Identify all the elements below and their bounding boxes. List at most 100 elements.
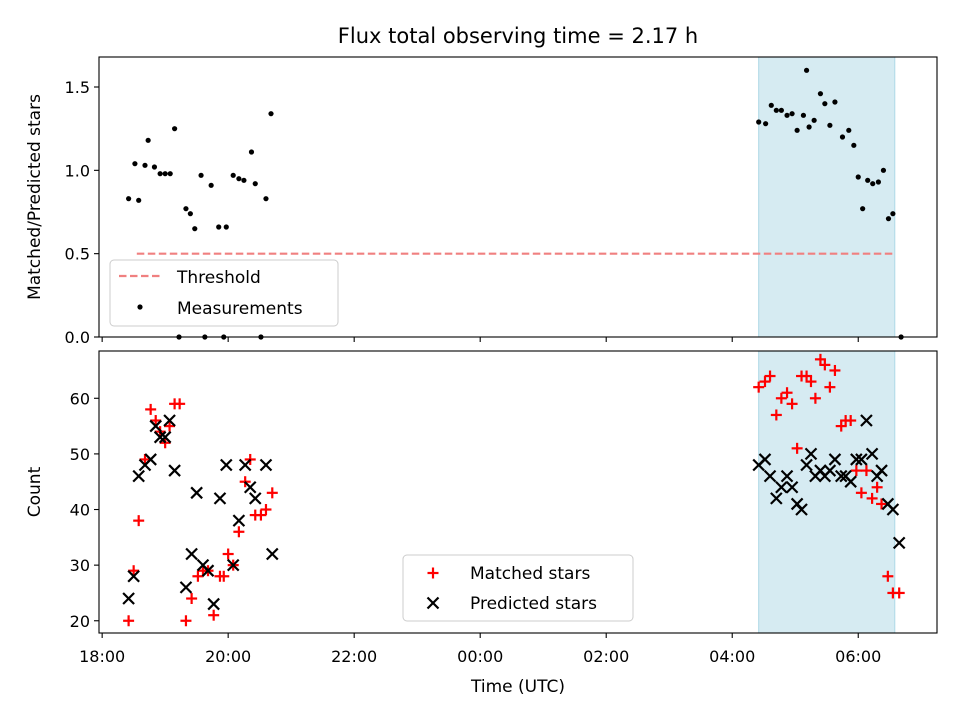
measurement-point <box>784 112 790 118</box>
measurement-point <box>136 197 142 203</box>
legend-matched-label: Matched stars <box>470 564 590 584</box>
matched-star-point <box>876 498 888 510</box>
x-tick-label: 04:00 <box>709 647 755 666</box>
x-tick-label: 22:00 <box>331 647 377 666</box>
predicted-star-point <box>800 458 813 472</box>
predicted-star-point <box>213 492 227 505</box>
measurement-point <box>268 111 274 117</box>
matched-star-point <box>805 376 817 388</box>
predicted-star-point <box>860 414 873 427</box>
matched-star-point <box>222 548 234 560</box>
measurement-point <box>183 206 189 212</box>
predicted-star-point <box>219 458 233 472</box>
matched-star-point <box>814 353 826 365</box>
predicted-star-point <box>232 514 246 527</box>
count-panel: 20 30 40 50 60 18:00 20:00 22:00 00:00 02:00 04:00… <box>25 350 938 697</box>
matched-star-point <box>218 570 230 582</box>
matched-star-point <box>139 453 151 465</box>
measurement-point <box>230 172 236 178</box>
measurement-point <box>803 67 810 73</box>
measurement-point <box>263 196 269 202</box>
legend-box <box>402 554 634 622</box>
measurement-point <box>827 122 833 128</box>
predicted-star-point <box>132 469 145 483</box>
x-tick-label: 00:00 <box>457 647 503 666</box>
measurement-point <box>142 162 148 168</box>
y-axis-label: Matched/Predicted stars <box>25 94 45 300</box>
measurement-point <box>756 119 762 125</box>
chart-title: Flux total observing time = 2.17 h <box>338 24 698 48</box>
measurement-point <box>880 167 887 173</box>
matched-star-point <box>764 370 776 382</box>
matched-star-point <box>824 381 836 393</box>
measurement-point <box>151 164 158 170</box>
measurement-point <box>252 181 258 187</box>
matched-star-point <box>192 570 204 582</box>
predicted-star-point <box>892 536 906 550</box>
plot-area <box>122 353 906 627</box>
measurement-point <box>855 174 861 180</box>
predicted-star-point <box>248 492 262 505</box>
predicted-star-point <box>163 414 176 427</box>
y-tick-label: 20 <box>70 612 90 631</box>
predicted-star-point <box>770 492 783 505</box>
predicted-star-point <box>158 430 172 444</box>
matched-star-point <box>133 515 145 527</box>
predicted-star-point <box>122 592 135 605</box>
matched-star-point <box>866 492 878 504</box>
matched-star-point <box>180 615 192 627</box>
ratio-panel: 0.0 0.5 1.0 1.5 Matched/Predicted stars Thres… <box>25 56 938 347</box>
y-tick-label: 0.0 <box>65 328 90 347</box>
y-axis-label: Count <box>25 466 45 517</box>
predicted-star-point <box>127 569 140 583</box>
matched-star-point <box>801 370 813 382</box>
matched-star-point <box>770 409 782 421</box>
matched-star-point <box>233 526 245 538</box>
measurement-point <box>846 127 852 133</box>
measurement-point <box>241 177 247 183</box>
predicted-star-point <box>153 430 167 444</box>
predicted-star-point <box>179 581 193 594</box>
matched-star-point <box>164 420 176 432</box>
legend-predicted-label: Predicted stars <box>470 594 597 614</box>
matched-star-point <box>255 509 267 521</box>
measurement-point <box>167 171 173 177</box>
x-tick-label: 06:00 <box>835 647 881 666</box>
predicted-star-point <box>226 558 240 572</box>
measurement-point <box>860 206 866 212</box>
legend: Matched stars Predicted stars <box>402 554 634 622</box>
predicted-star-point <box>207 597 220 611</box>
y-tick-label: 60 <box>70 389 90 408</box>
measurement-point <box>817 91 824 97</box>
legend-measurement-swatch <box>137 304 143 310</box>
matched-star-point <box>829 364 841 376</box>
predicted-star-point <box>168 464 181 477</box>
predicted-star-point <box>758 453 772 466</box>
predicted-star-point <box>265 547 279 561</box>
measurement-point <box>223 224 229 230</box>
matched-star-point <box>753 381 765 393</box>
measurement-point <box>789 111 795 117</box>
x-axis-label: Time (UTC) <box>470 677 565 697</box>
measurement-point <box>890 211 896 217</box>
measurement-point <box>832 99 838 105</box>
matched-star-point <box>809 392 821 404</box>
matched-star-point <box>174 398 186 410</box>
predicted-star-point <box>144 453 157 466</box>
legend-threshold-label: Threshold <box>176 268 261 288</box>
matched-star-point <box>260 504 272 516</box>
predicted-star-point <box>201 564 215 577</box>
measurement-point <box>162 171 168 177</box>
measurement-point <box>248 149 255 155</box>
measurement-point <box>839 134 846 140</box>
legend: Threshold Measurements <box>109 259 339 327</box>
matched-star-point <box>775 392 787 404</box>
axes-frame <box>98 350 938 634</box>
measurement-point <box>773 107 779 113</box>
legend-box <box>109 259 339 327</box>
matched-star-point <box>860 465 872 477</box>
predicted-star-point <box>775 480 788 494</box>
highlight-span <box>758 56 896 338</box>
measurement-point <box>822 101 828 107</box>
